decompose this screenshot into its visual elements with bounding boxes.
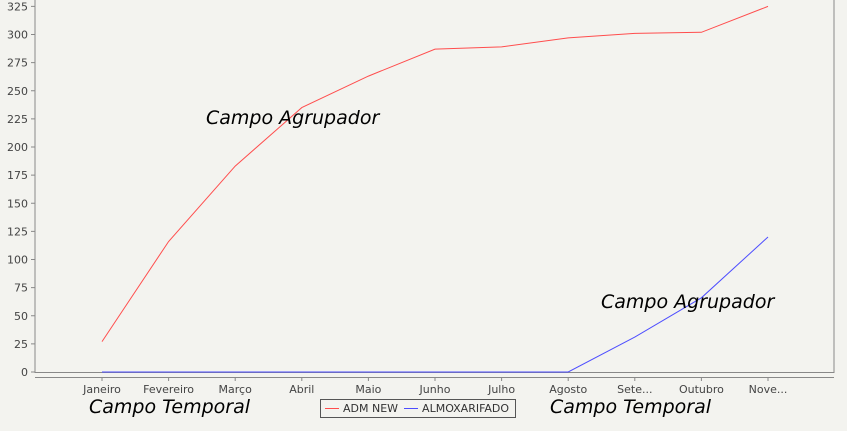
y-tick-label: 100 — [7, 254, 28, 267]
y-tick-label: 275 — [7, 57, 28, 70]
annotation-agrupador-red: Campo Agrupador — [206, 107, 380, 129]
annotation-temporal-left: Campo Temporal — [89, 396, 251, 418]
y-tick-label: 25 — [14, 338, 28, 351]
legend-swatch-adm-new — [325, 408, 339, 409]
x-tick-label: Janeiro — [82, 383, 121, 396]
legend-item-adm-new: ADM NEW — [325, 402, 398, 415]
y-tick-label: 0 — [21, 366, 28, 379]
legend-item-almoxarifado: ALMOXARIFADO — [404, 402, 509, 415]
x-tick-label: Fevereiro — [143, 383, 194, 396]
y-axis: 0 25 50 75 100 125 150 175 200 225 250 275 300 325 — [7, 0, 35, 379]
y-tick-label: 225 — [7, 113, 28, 126]
x-axis: Janeiro Fevereiro Março Abril Maio Junho Julho… — [82, 377, 788, 396]
y-tick-label: 200 — [7, 141, 28, 154]
y-tick-label: 300 — [7, 29, 28, 42]
x-tick-label: Outubro — [679, 383, 724, 396]
x-tick-label: Abril — [289, 383, 314, 396]
series-line-almoxarifado — [102, 236, 769, 373]
series-layer — [101, 5, 769, 373]
x-tick-label: Junho — [419, 383, 451, 396]
x-tick-label: Março — [219, 383, 253, 396]
x-tick-label: Nove... — [749, 383, 788, 396]
y-tick-label: 150 — [7, 197, 28, 210]
x-tick-label: Julho — [487, 383, 515, 396]
annotation-temporal-right: Campo Temporal — [550, 396, 712, 418]
y-tick-label: 125 — [7, 225, 28, 238]
y-tick-label: 325 — [7, 0, 28, 13]
y-tick-label: 75 — [14, 282, 28, 295]
x-tick-label: Sete... — [617, 383, 652, 396]
series-line-adm-new — [101, 5, 769, 342]
plot-frame — [34, 0, 835, 378]
y-tick-label: 250 — [7, 85, 28, 98]
legend-label-almoxarifado: ALMOXARIFADO — [422, 402, 510, 415]
y-tick-label: 175 — [7, 169, 28, 182]
legend-label-adm-new: ADM NEW — [343, 402, 399, 415]
annotation-agrupador-blue: Campo Agrupador — [601, 291, 775, 313]
x-tick-label: Agosto — [549, 383, 587, 396]
x-tick-label: Maio — [355, 383, 381, 396]
y-tick-label: 50 — [14, 310, 28, 323]
legend-swatch-almoxarifado — [404, 408, 419, 409]
legend: ADM NEW ALMOXARIFADO — [320, 399, 517, 418]
